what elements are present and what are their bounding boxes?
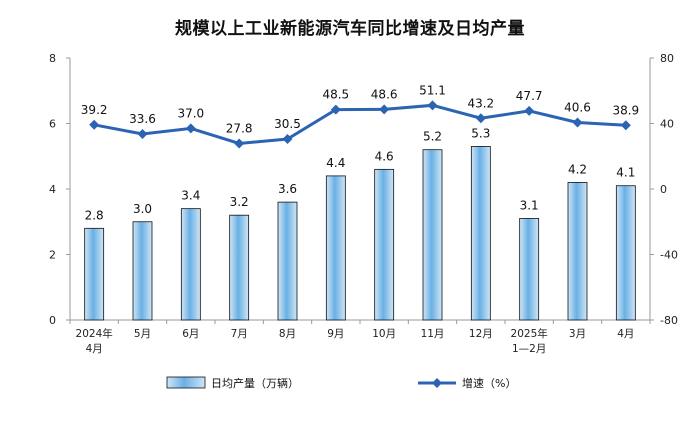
bar-data-label: 5.3: [471, 126, 490, 140]
y-right-tick-label: 40: [660, 118, 674, 131]
y-left-tick-label: 8: [49, 52, 56, 65]
x-tick-label: 2024年 4月: [76, 327, 113, 355]
x-tick-label: 11月: [421, 328, 445, 340]
bar: [325, 175, 346, 321]
bar: [180, 208, 201, 321]
y-right-tick-label: 80: [660, 52, 674, 65]
line-point-marker: [185, 123, 196, 134]
line-data-label: 48.5: [322, 88, 349, 102]
line-point-marker: [572, 117, 583, 128]
bar: [84, 227, 105, 321]
line-data-label: 47.7: [516, 89, 543, 103]
x-tick-label: 5月: [134, 328, 151, 340]
y-right-tick-label: 0: [660, 183, 667, 196]
chart-title: 规模以上工业新能源汽车同比增速及日均产量: [175, 19, 525, 39]
legend-bar-swatch: [166, 376, 206, 389]
line-point-marker: [137, 128, 148, 139]
bar-data-label: 4.1: [616, 166, 635, 180]
x-tick-label: 7月: [231, 328, 248, 340]
line-data-label: 51.1: [419, 83, 446, 97]
line-point-marker: [620, 120, 631, 131]
bar: [422, 149, 443, 321]
x-tick-label: 12月: [469, 328, 493, 340]
x-tick-label: 3月: [569, 328, 586, 340]
legend-line-marker: [432, 378, 442, 388]
bar: [470, 146, 491, 321]
line-data-label: 48.6: [371, 87, 398, 101]
x-tick-label: 6月: [182, 328, 199, 340]
line-data-label: 37.0: [177, 106, 204, 120]
line-data-label: 30.5: [274, 117, 301, 131]
bar: [132, 221, 153, 321]
legend-line-label: 增速（%）: [462, 376, 516, 390]
bar: [374, 168, 395, 321]
line-data-label: 39.2: [81, 103, 108, 117]
line-data-label: 38.9: [612, 103, 639, 117]
bar: [229, 214, 250, 321]
line-data-label: 27.8: [226, 121, 253, 135]
line-point-marker: [234, 138, 245, 149]
x-tick-label: 2025年 1—2月: [511, 327, 548, 355]
bar: [567, 182, 588, 321]
y-right-tick-label: -40: [660, 249, 678, 262]
x-tick-label: 9月: [327, 328, 344, 340]
bar: [615, 185, 636, 321]
x-tick-label: 8月: [279, 328, 296, 340]
y-left-tick-label: 2: [49, 249, 56, 262]
x-tick-label: 10月: [372, 328, 396, 340]
bar-data-label: 4.4: [326, 156, 345, 170]
bar-data-label: 4.2: [568, 162, 587, 176]
bar-data-label: 3.0: [133, 202, 152, 216]
y-left-tick-label: 0: [49, 314, 56, 327]
line-point-marker: [330, 104, 341, 115]
bar-data-label: 3.4: [181, 189, 200, 203]
growth-line: [93, 103, 626, 145]
line-data-label: 43.2: [467, 96, 494, 110]
line-data-label: 40.6: [564, 101, 591, 115]
line-point-marker: [427, 100, 438, 111]
line-point-marker: [475, 113, 486, 124]
line-point-marker: [89, 119, 100, 130]
bar-data-label: 3.1: [520, 198, 539, 212]
bar-data-label: 5.2: [423, 130, 442, 144]
y-left-tick-label: 4: [49, 183, 56, 196]
line-point-marker: [379, 104, 390, 115]
legend-bar-label: 日均产量（万辆）: [211, 376, 299, 390]
line-point-marker: [524, 105, 535, 116]
x-tick-label: 4月: [617, 328, 634, 340]
line-point-marker: [282, 134, 293, 145]
line-data-label: 33.6: [129, 112, 156, 126]
bar-data-label: 3.6: [278, 182, 297, 196]
y-right-tick-label: -80: [660, 314, 678, 327]
bar: [519, 218, 540, 321]
bar-data-label: 3.2: [230, 195, 249, 209]
bar: [277, 201, 298, 321]
y-left-tick-label: 6: [49, 118, 56, 131]
bar-data-label: 4.6: [375, 149, 394, 163]
bar-data-label: 2.8: [85, 208, 104, 222]
